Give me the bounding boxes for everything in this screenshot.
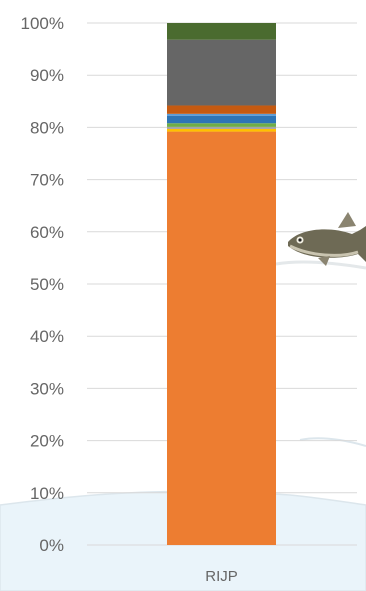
bar-segment bbox=[167, 128, 276, 132]
bar-segment bbox=[167, 123, 276, 127]
y-tick-label: 10% bbox=[30, 484, 64, 503]
y-tick-label: 20% bbox=[30, 432, 64, 451]
fish-icon bbox=[288, 212, 366, 266]
bar-segment bbox=[167, 115, 276, 124]
bar-segment bbox=[167, 105, 276, 114]
y-tick-label: 0% bbox=[39, 536, 64, 555]
y-tick-label: 50% bbox=[30, 275, 64, 294]
x-axis-ticks: RIJP bbox=[205, 568, 238, 585]
y-tick-label: 30% bbox=[30, 379, 64, 398]
y-tick-label: 60% bbox=[30, 223, 64, 242]
bar-segment bbox=[167, 23, 276, 40]
x-category-label: RIJP bbox=[205, 568, 238, 585]
bar-segment bbox=[167, 131, 276, 546]
y-tick-label: 70% bbox=[30, 171, 64, 190]
y-tick-label: 80% bbox=[30, 118, 64, 137]
y-axis-ticks: 0% 10% 20% 30% 40% 50% 60% 70% 80% 90% 100% bbox=[21, 14, 64, 555]
y-tick-label: 90% bbox=[30, 66, 64, 85]
bar-stack bbox=[167, 23, 276, 546]
bar-segment bbox=[167, 126, 276, 129]
bar-segment bbox=[167, 113, 276, 116]
y-tick-label: 100% bbox=[21, 14, 64, 33]
y-tick-label: 40% bbox=[30, 327, 64, 346]
bar-segment bbox=[167, 39, 276, 106]
